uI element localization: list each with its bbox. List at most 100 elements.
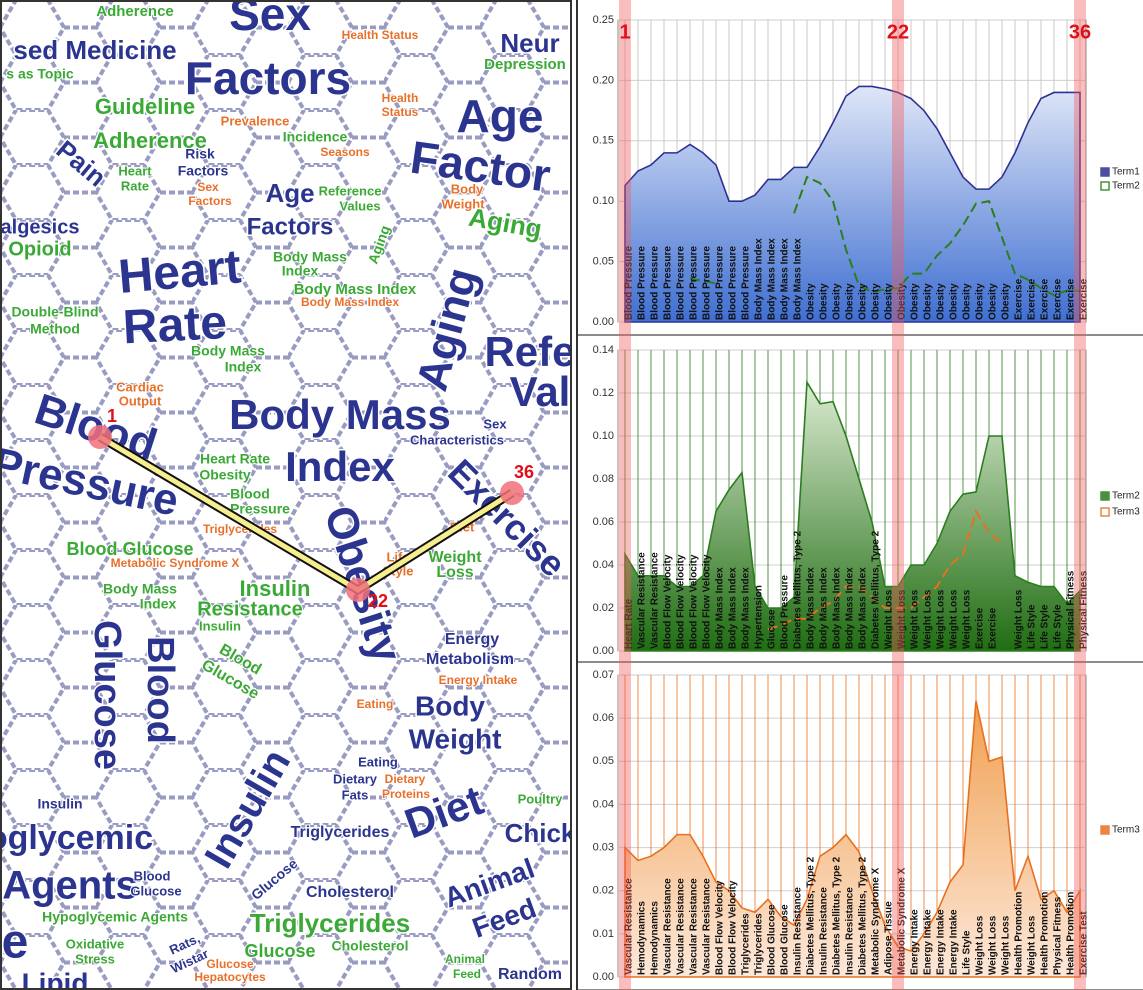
marker-label: 22: [368, 591, 388, 611]
map-label: Sex: [229, 0, 311, 40]
category-label: Body Mass Index: [845, 567, 856, 649]
map-label: Metabolism: [426, 651, 514, 668]
map-label: Factors: [188, 194, 232, 208]
map-label: Glucose: [206, 957, 254, 971]
y-tick-label: 0.14: [593, 344, 614, 356]
chart: 0.000.010.020.030.040.050.060.07Vascular…: [578, 669, 1143, 990]
category-label: Body Mass Index: [793, 238, 804, 320]
category-label: Life Style: [962, 930, 973, 975]
category-label: Blood Pressure: [637, 246, 648, 320]
legend-label: Term3: [1112, 507, 1140, 518]
category-label: Exercise: [1014, 278, 1025, 320]
y-tick-label: 0.02: [593, 602, 614, 614]
category-label: Blood Pressure: [663, 246, 674, 320]
category-label: Obesity: [975, 283, 986, 320]
map-label: Health Status: [342, 28, 419, 42]
category-label: Blood Flow Velocity: [663, 554, 674, 649]
map-label: e: [2, 916, 29, 969]
map-label: Body: [451, 181, 484, 196]
category-label: Blood Flow Velocity: [702, 554, 713, 649]
map-label: Dietary: [333, 771, 378, 786]
category-label: Exercise: [1053, 278, 1064, 320]
legend-label: Term3: [1112, 825, 1140, 836]
y-tick-label: 0.25: [593, 14, 614, 26]
y-tick-label: 0.00: [593, 316, 614, 328]
category-label: Blood Flow Velocity: [728, 880, 739, 975]
category-label: Body Mass Index: [741, 567, 752, 649]
y-tick-label: 0.00: [593, 971, 614, 983]
map-label: Factors: [178, 163, 229, 179]
y-tick-label: 0.08: [593, 473, 614, 485]
y-tick-label: 0.05: [593, 256, 614, 268]
y-tick-label: 0.12: [593, 387, 614, 399]
chart: 0.000.020.040.060.080.100.120.14Heart Ra…: [578, 344, 1143, 662]
map-label: algesics: [1, 216, 80, 238]
map-label: Poultry: [518, 791, 564, 806]
marker-label: 1: [107, 406, 117, 426]
legend-swatch: [1101, 492, 1109, 500]
map-label: Factors: [185, 52, 351, 104]
category-label: Insulin Resistance: [845, 887, 856, 975]
category-label: Health Promotion: [1014, 892, 1025, 975]
legend-label: Term1: [1112, 167, 1140, 178]
map-label: Output: [119, 393, 162, 408]
map-label: Stress: [75, 951, 115, 966]
map-label: Energy: [445, 631, 499, 648]
map-label: Glucose: [130, 883, 181, 898]
y-tick-label: 0.10: [593, 430, 614, 442]
map-label: Body Mass: [191, 343, 265, 359]
category-label: Weight Loss: [910, 589, 921, 649]
category-label: Diabetes Mellitus, Type 2: [806, 856, 817, 975]
category-label: Body Mass Index: [832, 567, 843, 649]
category-label: Weight Loss: [1001, 915, 1012, 975]
category-label: Insulin Resistance: [793, 887, 804, 975]
highlight-band: [892, 0, 904, 990]
category-label: Blood Flow Velocity: [715, 880, 726, 975]
map-label: Triglycerides: [291, 824, 390, 841]
highlight-band: [619, 0, 631, 990]
y-tick-label: 0.01: [593, 928, 614, 940]
category-label: Obesity: [858, 283, 869, 320]
screen: Adherencesed Medicines as TopicSexFactor…: [0, 0, 1143, 990]
legend-swatch: [1101, 826, 1109, 834]
map-label: Obesity: [199, 467, 251, 483]
highlight-label: 22: [887, 21, 909, 43]
y-tick-label: 0.02: [593, 885, 614, 897]
category-label: Vascular Resistance: [702, 878, 713, 975]
category-label: Glucose: [767, 609, 778, 649]
map-label: Weight: [409, 723, 502, 754]
map-label: Cholesterol: [306, 884, 394, 901]
map-label: Energy Intake: [439, 673, 518, 687]
y-tick-label: 0.03: [593, 841, 614, 853]
category-label: Weight Loss: [988, 915, 999, 975]
category-label: Body Mass Index: [858, 567, 869, 649]
category-label: Energy Intake: [923, 909, 934, 975]
highlight-band: [1074, 0, 1086, 990]
map-label: Heart: [118, 163, 152, 178]
category-label: Metabolic Syndrome X: [871, 867, 882, 975]
map-label: Insulin: [199, 618, 241, 633]
category-label: Vascular Resistance: [650, 552, 661, 649]
category-label: Exercise: [1040, 278, 1051, 320]
map-label: Glucose: [244, 941, 315, 961]
category-label: Weight Loss: [936, 589, 947, 649]
map-label: Index: [282, 263, 319, 279]
y-tick-label: 0.20: [593, 74, 614, 86]
category-label: Blood Pressure: [715, 246, 726, 320]
category-label: Health Promotion: [1040, 892, 1051, 975]
legend-swatch: [1101, 508, 1109, 516]
map-label: Reference: [319, 183, 382, 198]
map-label: Rate: [121, 178, 149, 193]
map-label: Health: [382, 91, 419, 105]
category-label: Vascular Resistance: [637, 552, 648, 649]
category-label: Vascular Resistance: [689, 878, 700, 975]
category-label: Obesity: [988, 283, 999, 320]
map-label: oglycemic: [0, 819, 153, 857]
map-label: Triglycerides: [250, 908, 410, 938]
marker-dot: [346, 578, 370, 602]
category-label: Obesity: [832, 283, 843, 320]
category-label: Physical Fitness: [1053, 896, 1064, 975]
highlight-label: 1: [619, 21, 630, 43]
category-label: Diabetes Mellitus, Type 2: [832, 856, 843, 975]
marker-dot: [88, 425, 112, 449]
